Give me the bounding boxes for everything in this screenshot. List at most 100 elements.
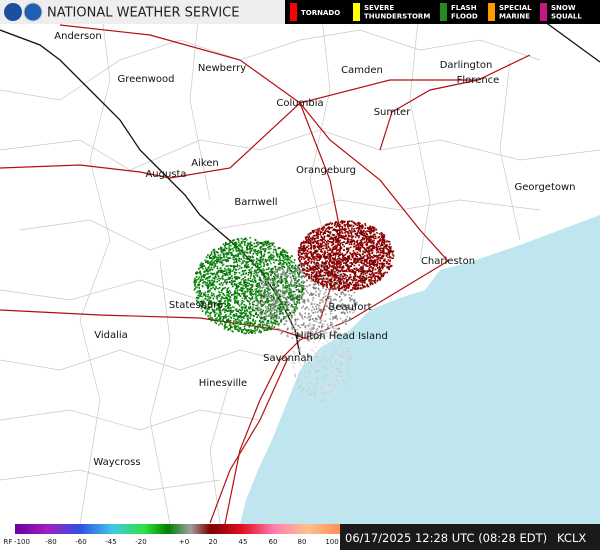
radar-pixel — [274, 265, 276, 268]
radar-pixel — [266, 307, 269, 310]
radar-pixel — [237, 303, 240, 306]
radar-pixel — [353, 257, 355, 260]
radar-pixel — [289, 272, 292, 275]
radar-pixel — [208, 317, 210, 320]
radar-pixel — [329, 324, 332, 327]
radar-pixel — [307, 237, 310, 240]
radar-pixel — [341, 241, 343, 244]
radar-pixel — [327, 245, 330, 248]
radar-pixel — [256, 265, 258, 268]
radar-pixel — [199, 280, 201, 283]
radar-pixel — [280, 290, 282, 293]
radar-pixel — [262, 255, 265, 258]
radar-pixel — [267, 324, 270, 327]
radar-pixel — [283, 316, 285, 318]
radar-pixel — [382, 272, 385, 275]
radar-pixel — [259, 286, 262, 289]
radar-pixel — [216, 278, 219, 281]
radar-pixel — [366, 255, 369, 258]
radar-pixel — [220, 251, 223, 254]
radar-pixel — [322, 285, 325, 287]
radar-pixel — [306, 298, 309, 301]
radar-pixel — [244, 295, 247, 297]
radar-pixel — [314, 371, 316, 374]
radar-pixel — [334, 267, 337, 270]
radar-pixel — [253, 272, 255, 275]
radar-pixel — [289, 282, 292, 284]
radar-pixel — [325, 245, 328, 248]
radar-pixel — [276, 259, 278, 261]
radar-pixel — [329, 279, 331, 281]
radar-pixel — [231, 248, 234, 250]
radar-pixel — [254, 269, 256, 272]
radar-pixel — [256, 275, 259, 278]
radar-pixel — [328, 278, 330, 281]
radar-pixel — [362, 267, 364, 270]
radar-pixel — [339, 246, 342, 248]
radar-pixel — [381, 236, 383, 239]
radar-pixel — [330, 323, 333, 326]
radar-pixel — [238, 277, 241, 279]
radar-pixel — [255, 260, 258, 263]
radar-pixel — [371, 261, 373, 264]
radar-pixel — [272, 296, 275, 298]
radar-pixel — [260, 317, 262, 320]
radar-pixel — [350, 298, 352, 301]
radar-pixel — [318, 325, 320, 328]
radar-pixel — [245, 315, 248, 317]
radar-pixel — [274, 290, 276, 293]
radar-pixel — [300, 266, 303, 268]
radar-pixel — [221, 259, 224, 262]
radar-pixel — [240, 281, 242, 284]
radar-pixel — [265, 261, 268, 263]
radar-pixel — [373, 264, 376, 267]
radar-pixel — [212, 297, 215, 300]
radar-pixel — [303, 272, 305, 274]
radar-pixel — [279, 269, 281, 271]
radar-pixel — [247, 278, 250, 280]
radar-pixel — [216, 307, 218, 310]
radar-pixel — [358, 253, 360, 256]
radar-pixel — [210, 260, 212, 263]
radar-pixel — [322, 229, 324, 231]
radar-pixel — [272, 293, 275, 296]
radar-pixel — [219, 269, 221, 272]
radar-pixel — [370, 281, 372, 283]
radar-pixel — [231, 310, 234, 313]
radar-pixel — [288, 285, 291, 288]
radar-pixel — [351, 229, 353, 231]
radar-pixel — [339, 234, 342, 236]
radar-pixel — [357, 260, 359, 262]
radar-pixel — [287, 297, 290, 299]
radar-pixel — [379, 245, 382, 247]
radar-pixel — [284, 275, 286, 277]
radar-pixel — [375, 237, 377, 240]
radar-pixel — [219, 315, 222, 318]
radar-pixel — [317, 361, 319, 363]
radar-pixel — [287, 267, 289, 269]
radar-pixel — [274, 315, 277, 317]
radar-pixel — [226, 304, 229, 307]
radar-pixel — [299, 312, 301, 315]
radar-pixel — [227, 291, 229, 294]
radar-pixel — [322, 330, 325, 332]
radar-pixel — [323, 263, 326, 265]
radar-pixel — [201, 265, 204, 268]
radar-pixel — [361, 224, 363, 227]
radar-pixel — [258, 319, 261, 322]
radar-pixel — [219, 271, 222, 273]
radar-pixel — [305, 290, 308, 292]
radar-pixel — [325, 244, 328, 246]
radar-pixel — [387, 262, 390, 265]
radar-pixel — [324, 338, 327, 340]
radar-pixel — [316, 328, 318, 331]
radar-pixel — [219, 256, 221, 258]
radar-pixel — [384, 265, 386, 267]
radar-pixel — [289, 293, 292, 295]
radar-pixel — [229, 328, 232, 331]
radar-pixel — [294, 307, 296, 310]
radar-pixel — [217, 319, 220, 321]
radar-pixel — [251, 278, 254, 281]
radar-pixel — [270, 320, 273, 323]
radar-pixel — [360, 279, 362, 281]
